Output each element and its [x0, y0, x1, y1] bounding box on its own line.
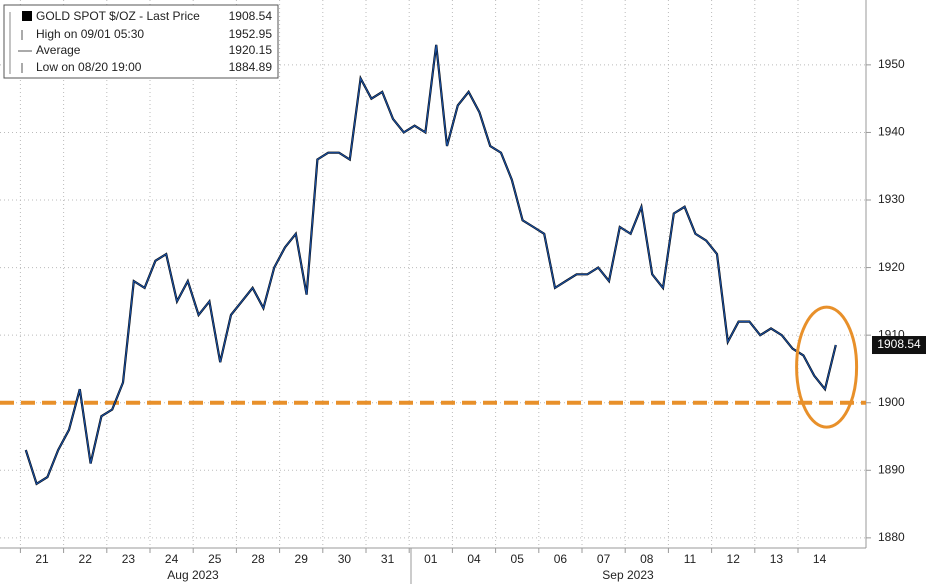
x-tick-label: 07 — [597, 552, 611, 566]
x-tick-label: 14 — [813, 552, 827, 566]
legend-value: 1884.89 — [229, 60, 273, 74]
x-tick-label: 11 — [684, 552, 697, 566]
y-tick-label: 1920 — [878, 260, 905, 274]
x-tick-label: 25 — [208, 552, 222, 566]
legend-box — [3, 4, 279, 79]
month-label: Aug 2023 — [167, 568, 219, 582]
highlight-ellipse — [795, 305, 859, 429]
y-tick-label: 1880 — [878, 530, 905, 544]
plot-area — [0, 0, 866, 548]
x-tick-label: 01 — [424, 552, 438, 566]
legend-swatch — [22, 11, 32, 21]
y-tick-label: 1940 — [878, 125, 905, 139]
last-price-label: 1908.54 — [877, 337, 921, 351]
last-price-tag — [872, 336, 926, 355]
legend-label: Low on 08/20 19:00 — [36, 60, 142, 74]
x-tick-label: 08 — [640, 552, 654, 566]
x-tick-label: 31 — [381, 552, 395, 566]
legend-value: 1920.15 — [229, 43, 273, 57]
x-tick-label: 24 — [165, 552, 179, 566]
x-tick-label: 28 — [251, 552, 265, 566]
month-label: Sep 2023 — [602, 568, 654, 582]
y-tick-label: 1930 — [878, 192, 905, 206]
legend-value: 1908.54 — [229, 9, 273, 23]
x-tick-label: 21 — [35, 552, 49, 566]
y-tick-label: 1950 — [878, 57, 905, 71]
y-tick-label: 1900 — [878, 395, 905, 409]
x-tick-label: 05 — [511, 552, 525, 566]
legend-value: 1952.95 — [229, 27, 273, 41]
x-tick-label: 23 — [122, 552, 136, 566]
legend: GOLD SPOT $/OZ - Last Price 1908.54 High… — [3, 4, 279, 79]
x-tick-label: 06 — [554, 552, 568, 566]
x-tick-label: 22 — [79, 552, 93, 566]
legend-label: High on 09/01 05:30 — [36, 27, 144, 41]
y-tick-label: 1890 — [878, 462, 905, 476]
x-tick-label: 29 — [295, 552, 309, 566]
legend-label: Average — [36, 43, 81, 57]
x-tick-label: 30 — [338, 552, 352, 566]
x-tick-label: 04 — [467, 552, 481, 566]
legend-label: GOLD SPOT $/OZ - Last Price — [36, 9, 200, 23]
x-tick-label: 12 — [727, 552, 741, 566]
x-tick-label: 13 — [770, 552, 784, 566]
price-line — [25, 44, 837, 485]
